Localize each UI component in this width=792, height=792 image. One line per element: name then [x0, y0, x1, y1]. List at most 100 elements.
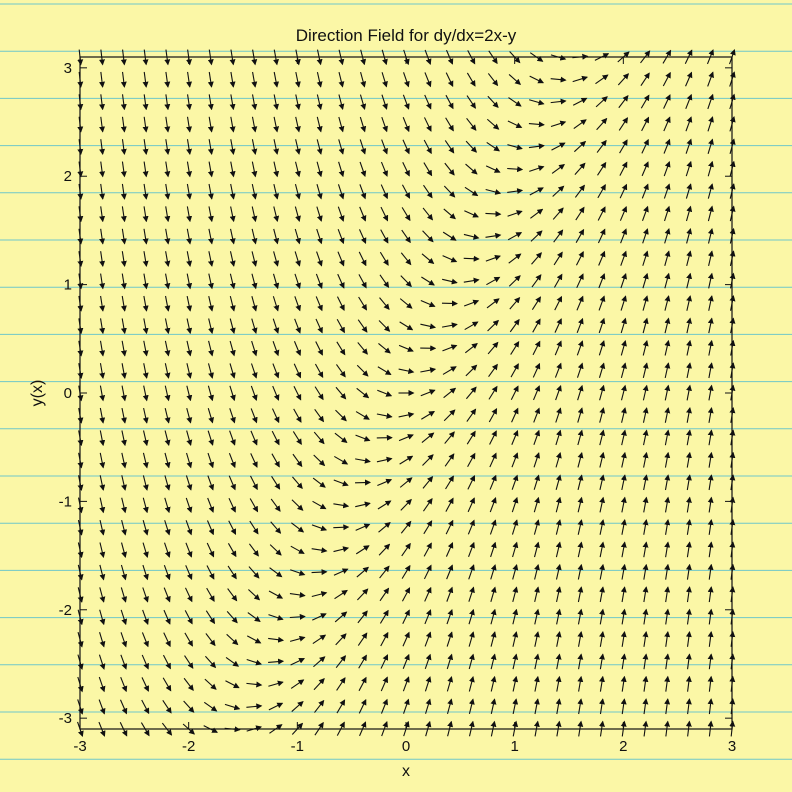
slope-arrow	[512, 608, 519, 625]
slope-arrow	[531, 296, 541, 311]
slope-arrow	[534, 608, 540, 625]
slope-arrow	[121, 475, 127, 491]
slope-arrow	[337, 206, 345, 222]
slope-arrow	[533, 653, 540, 670]
slope-arrow	[207, 475, 215, 491]
slope-arrow	[555, 429, 562, 446]
slope-arrow	[380, 184, 389, 200]
slope-arrow	[250, 408, 258, 424]
slope-arrow	[225, 656, 240, 667]
slope-arrow	[597, 228, 606, 244]
y-axis-ticks: -3 -2 -1 0 1 2 3	[59, 60, 732, 727]
slope-arrow	[532, 318, 541, 333]
slope-arrow	[142, 363, 149, 379]
slope-arrow	[640, 50, 651, 64]
slope-arrow	[576, 362, 584, 378]
slope-arrow	[531, 252, 542, 265]
slope-arrow	[577, 474, 584, 491]
slope-arrow	[142, 430, 149, 447]
slope-arrow	[140, 722, 150, 737]
slope-arrow	[642, 496, 649, 513]
slope-arrow	[142, 475, 149, 491]
slope-arrow	[707, 474, 714, 491]
slope-arrow	[292, 431, 302, 445]
slope-arrow	[316, 161, 323, 178]
slope-arrow	[487, 319, 500, 332]
slope-arrow	[444, 140, 455, 154]
slope-arrow	[465, 386, 477, 400]
slope-arrow	[336, 677, 346, 691]
slope-arrow	[380, 698, 388, 714]
slope-arrow	[246, 725, 263, 732]
slope-arrow	[529, 165, 545, 172]
slope-arrow	[555, 541, 562, 558]
slope-arrow	[246, 681, 263, 688]
slope-arrow	[77, 452, 84, 469]
slope-arrow	[662, 49, 672, 64]
slope-arrow	[268, 680, 284, 687]
slope-arrow	[336, 296, 345, 312]
slope-arrow	[555, 452, 562, 468]
slope-arrow	[529, 52, 544, 62]
slope-arrow	[421, 411, 436, 420]
slope-arrow	[707, 384, 714, 401]
slope-arrows	[77, 48, 736, 738]
slope-arrow	[577, 519, 584, 535]
slope-arrow	[207, 206, 214, 223]
slope-arrow	[512, 653, 519, 670]
slope-arrow	[316, 184, 323, 200]
slope-arrow	[420, 389, 436, 397]
slope-arrow	[619, 205, 628, 221]
slope-arrow	[599, 608, 605, 625]
slope-arrow	[293, 341, 302, 357]
slope-arrow	[707, 362, 714, 379]
slope-arrow	[642, 407, 649, 423]
slope-arrow	[575, 206, 585, 221]
slope-arrow	[269, 544, 282, 556]
slope-arrow	[707, 93, 714, 110]
slope-arrow	[207, 94, 214, 111]
slope-arrow	[186, 71, 192, 88]
slope-arrow	[142, 587, 149, 603]
slope-arrow	[142, 407, 149, 424]
slope-arrow	[446, 653, 454, 670]
slope-arrow	[468, 698, 475, 715]
slope-arrow	[468, 586, 475, 602]
slope-arrow	[356, 566, 370, 578]
slope-arrow	[355, 523, 371, 531]
slope-arrow	[707, 675, 714, 692]
slope-arrow	[508, 253, 522, 264]
slope-arrow	[312, 477, 326, 488]
slope-arrow	[686, 451, 692, 468]
slope-arrow	[164, 94, 171, 111]
slope-arrow	[555, 407, 562, 423]
slope-arrow	[99, 139, 106, 156]
slope-arrow	[224, 703, 241, 711]
slope-arrow	[142, 340, 149, 357]
slope-arrow	[424, 94, 432, 110]
slope-arrow	[98, 721, 106, 737]
slope-arrow	[729, 362, 736, 379]
slope-arrow	[207, 116, 214, 133]
slope-arrow	[120, 139, 127, 156]
slope-arrow	[164, 475, 171, 491]
slope-arrow	[642, 541, 649, 558]
slope-arrow	[641, 183, 649, 199]
slope-arrow	[377, 478, 393, 487]
slope-arrow	[186, 408, 193, 424]
slope-arrow	[99, 228, 106, 245]
slope-arrow	[77, 609, 84, 626]
slope-arrow	[120, 116, 127, 133]
slope-arrow	[379, 609, 389, 624]
slope-arrow	[686, 362, 692, 379]
slope-arrow	[577, 675, 584, 692]
slope-arrow	[599, 563, 606, 580]
slope-arrow	[466, 430, 476, 445]
slope-arrow	[685, 720, 692, 737]
slope-arrow	[509, 318, 520, 333]
slope-arrow	[338, 71, 345, 88]
y-tick-label: -1	[59, 493, 72, 510]
slope-arrow	[598, 250, 606, 266]
slope-arrow	[99, 475, 106, 491]
slope-arrow	[664, 272, 671, 289]
